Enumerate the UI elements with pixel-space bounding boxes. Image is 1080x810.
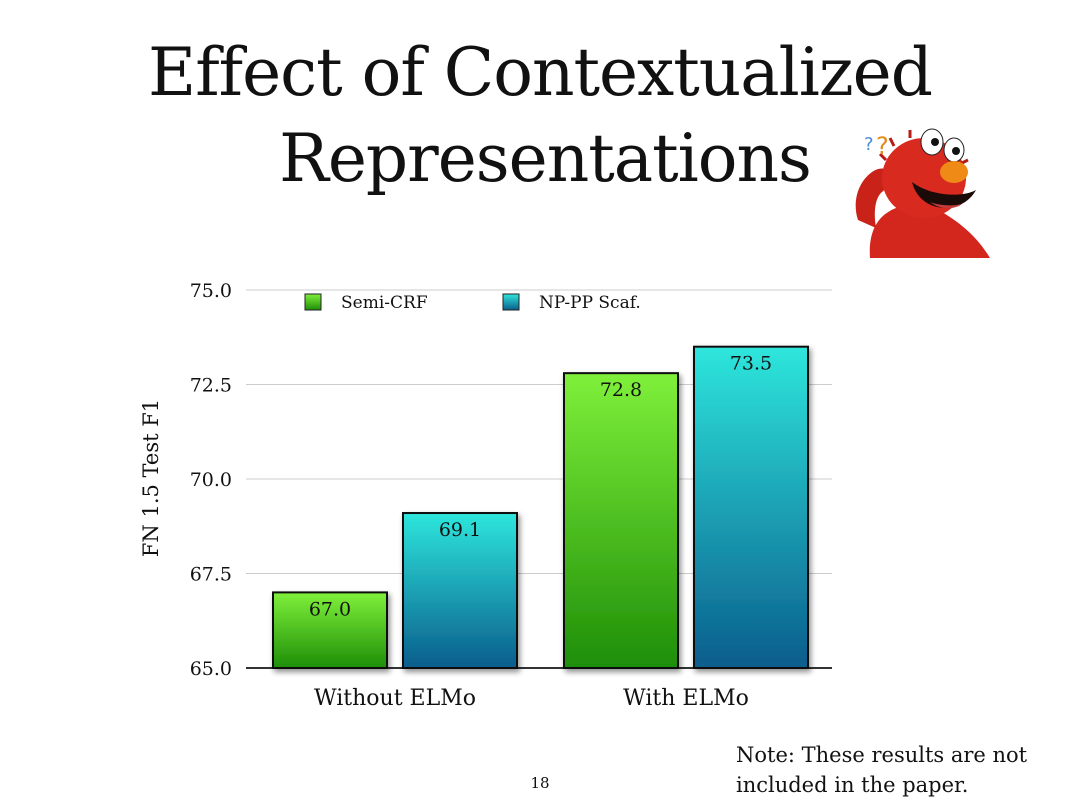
page-number: 18 [530, 774, 550, 792]
y-tick-label: 67.5 [190, 564, 232, 586]
bars [272, 345, 809, 670]
note-line-1: Note: These results are not [736, 743, 1028, 767]
legend-swatch-np-pp-scaf [502, 293, 520, 311]
note-line-2: included in the paper. [736, 773, 969, 797]
title-line-2: Representations [279, 120, 812, 197]
x-tick-label: Without ELMo [314, 686, 476, 711]
title-line-1: Effect of Contextualized [148, 34, 933, 111]
legend-label-semi-crf: Semi-CRF [341, 293, 428, 313]
data-label-np-pp-scaf: 73.5 [730, 353, 772, 375]
y-axis-label: FN 1.5 Test F1 [139, 399, 163, 557]
x-tick-label: With ELMo [623, 686, 749, 711]
y-tick-label: 70.0 [190, 469, 232, 491]
elmo-thinking-image: ? ? [855, 128, 990, 258]
data-labels: 67.0 69.1 72.8 73.5 [309, 353, 772, 621]
bar-semi-crf [272, 591, 388, 670]
bar-np-pp-scaf [402, 512, 518, 670]
svg-text:?: ? [876, 132, 889, 160]
note-text: Note: These results are not included in … [736, 740, 1066, 800]
y-tick-label: 65.0 [190, 658, 232, 680]
legend: Semi-CRF NP-PP Scaf. [304, 293, 641, 313]
legend-label-np-pp-scaf: NP-PP Scaf. [539, 293, 641, 313]
x-tick-labels: Without ELMo With ELMo [314, 686, 749, 711]
svg-text:?: ? [864, 134, 874, 155]
bar-semi-crf [563, 372, 679, 669]
legend-swatch-semi-crf [304, 293, 322, 311]
y-tick-label: 75.0 [190, 280, 232, 302]
y-tick-labels: 65.0 67.5 70.0 72.5 75.0 [190, 280, 232, 680]
data-label-np-pp-scaf: 69.1 [439, 519, 481, 541]
y-tick-label: 72.5 [190, 375, 232, 397]
data-label-semi-crf: 72.8 [600, 379, 642, 401]
bar-np-pp-scaf [693, 345, 809, 669]
slide-title: Effect of Contextualized Representations [40, 30, 1040, 202]
data-label-semi-crf: 67.0 [309, 598, 351, 620]
